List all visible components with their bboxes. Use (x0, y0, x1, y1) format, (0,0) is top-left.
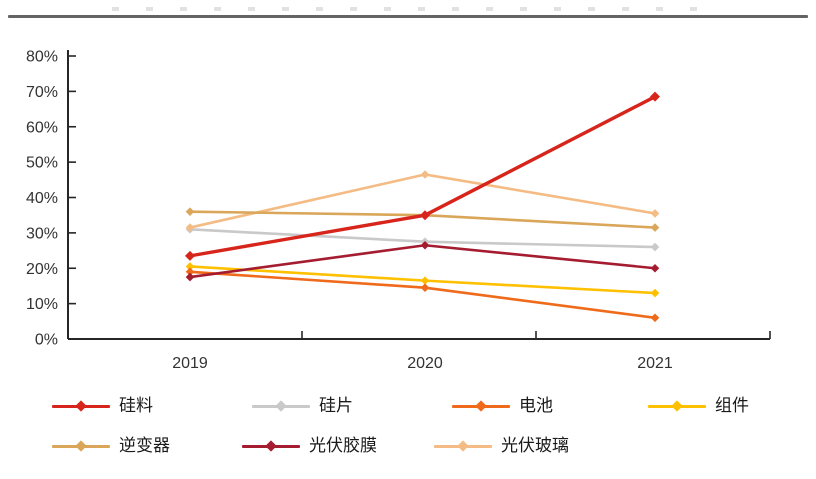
y-tick-label: 20% (26, 261, 58, 278)
series-marker-3 (650, 288, 660, 298)
legend-diamond-icon (75, 400, 87, 412)
series-marker-4 (185, 207, 195, 216)
legend-item-2: 电池 (452, 396, 553, 416)
y-tick-label: 70% (26, 84, 58, 101)
legend-line-marker (434, 440, 492, 452)
series-marker-6 (650, 209, 660, 218)
y-tick-label: 80% (26, 49, 58, 66)
legend-item-0: 硅料 (52, 396, 153, 416)
legend-line-marker (648, 400, 706, 412)
series-marker-0 (650, 91, 660, 102)
y-tick-label: 30% (26, 225, 58, 242)
y-tick-label: 50% (26, 155, 58, 172)
series-marker-5 (420, 240, 430, 250)
legend-label: 电池 (519, 396, 553, 415)
series-marker-0 (420, 210, 430, 221)
series-marker-5 (650, 263, 660, 273)
legend-diamond-icon (265, 440, 277, 452)
series-line-5 (188, 243, 657, 279)
series-line-2 (188, 270, 657, 320)
legend-diamond-icon (475, 400, 487, 412)
legend-label: 硅料 (119, 396, 153, 415)
line-chart-plot: 0% 10% 20% 30% 40% 50% 60% 70% 80% 2019 2020 2021 (26, 49, 771, 372)
series-marker-3 (185, 262, 195, 271)
series-marker-2 (185, 267, 195, 277)
legend-item-6: 光伏玻璃 (434, 436, 569, 456)
series-marker-0 (185, 250, 195, 261)
legend-line-marker (252, 400, 310, 412)
legend-line-marker (242, 440, 300, 452)
cropped-title-remnant (112, 7, 702, 11)
x-tick-label: 2020 (407, 355, 443, 372)
legend-line-marker (452, 400, 510, 412)
legend-label: 光伏玻璃 (501, 436, 569, 455)
x-tick-label: 2019 (172, 355, 208, 372)
legend-line-marker (52, 440, 110, 452)
series-marker-4 (650, 223, 660, 232)
legend-item-3: 组件 (648, 396, 749, 416)
legend-diamond-icon (275, 400, 287, 412)
legend-item-5: 光伏胶膜 (242, 436, 377, 456)
y-tick-label: 60% (26, 119, 58, 136)
series-marker-2 (420, 283, 430, 293)
y-tick-label: 0% (35, 332, 58, 349)
legend-item-4: 逆变器 (52, 436, 170, 456)
series-marker-6 (420, 170, 430, 179)
legend-line-marker (52, 400, 110, 412)
series-marker-2 (650, 313, 660, 323)
legend-label: 硅片 (319, 396, 353, 415)
legend-diamond-icon (671, 400, 683, 412)
series-marker-3 (420, 276, 430, 285)
legend-diamond-icon (75, 440, 87, 452)
y-tick-label: 10% (26, 296, 58, 313)
legend-label: 逆变器 (119, 436, 170, 455)
series-marker-6 (185, 223, 195, 232)
series-marker-5 (185, 272, 195, 282)
legend-label: 组件 (715, 396, 749, 415)
legend-item-1: 硅片 (252, 396, 353, 416)
x-tick-label: 2021 (637, 355, 673, 372)
series-marker-1 (650, 242, 660, 252)
header-divider (8, 15, 808, 18)
series-line-6 (188, 173, 657, 229)
legend-diamond-icon (457, 440, 469, 452)
legend-label: 光伏胶膜 (309, 436, 377, 455)
y-tick-label: 40% (26, 190, 58, 207)
